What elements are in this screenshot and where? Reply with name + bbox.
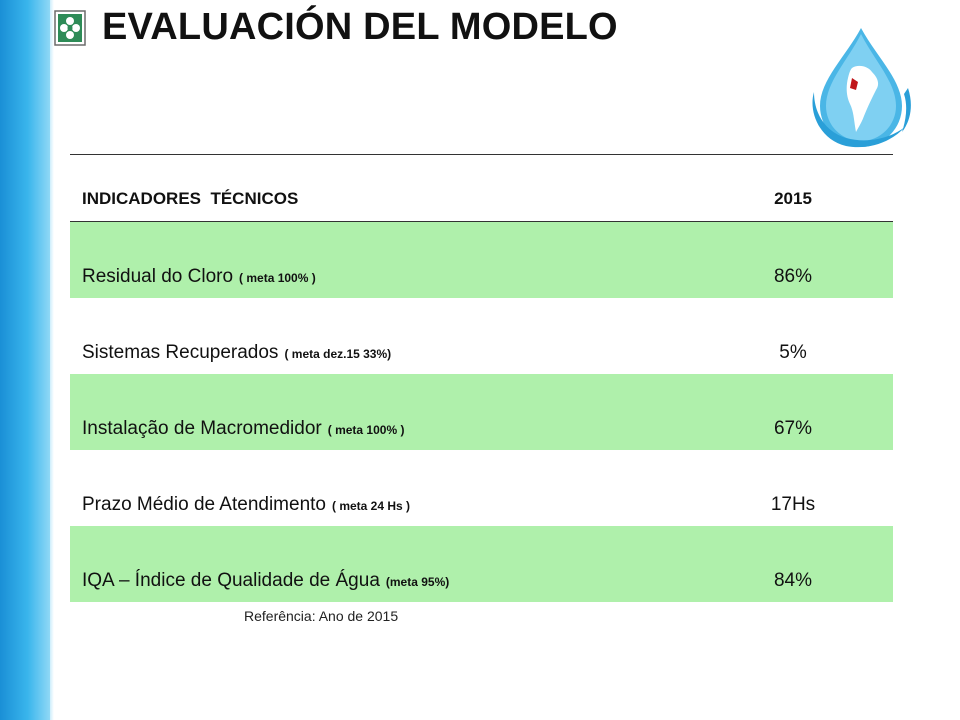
indicator-label: Prazo Médio de Atendimento [82,494,326,515]
indicator-meta: ( meta 100% ) [239,271,316,285]
header-indicators: INDICADORES TÉCNICOS [70,176,693,222]
row-label-cell: Residual do Cloro ( meta 100% ) [70,221,693,298]
page-title: EVALUACIÓN DEL MODELO [102,6,618,48]
indicator-value: 67% [693,374,893,450]
indicator-meta: ( meta dez.15 33%) [284,347,392,361]
header-year: 2015 [693,176,893,222]
indicator-value: 17Hs [770,494,816,515]
indicator-meta: (meta 95%) [385,575,450,589]
indicator-label: Instalação de Macromedidor [82,418,322,439]
indicator-value: 5% [779,342,807,363]
indicator-label: IQA – Índice de Qualidade de Água [82,570,380,591]
table-row: Residual do Cloro ( meta 100% ) 86% [70,221,893,298]
clover-emblem-icon [54,10,86,46]
row-label-cell: Instalação de Macromedidor ( meta 100% ) [70,374,693,450]
row-label-cell: Sistemas Recuperados ( meta dez.15 33%) [70,298,693,374]
indicator-label: Residual do Cloro [82,266,234,287]
indicator-label: Sistemas Recuperados [82,342,279,363]
reference-note: Referência: Ano de 2015 [244,608,399,624]
indicator-value: 86% [693,221,893,298]
row-label-cell: IQA – Índice de Qualidade de Água (meta 9… [70,526,693,602]
indicator-value: 84% [693,526,893,602]
row-label-cell: Prazo Médio de Atendimento ( meta 24 Hs ) [70,450,693,526]
indicator-meta: ( meta 100% ) [327,423,405,437]
left-decorative-band [0,0,50,720]
indicator-meta: ( meta 24 Hs ) [332,499,411,513]
indicators-table: INDICADORES TÉCNICOS 2015 Residual do Cl… [70,176,893,602]
title-divider [70,154,893,155]
left-band-edge [50,0,54,720]
water-drop-globe-logo [812,28,911,148]
table-row: Prazo Médio de Atendimento ( meta 24 Hs )… [70,450,893,526]
table-row: Instalação de Macromedidor( meta 100% ) … [70,374,893,450]
table-row: Sistemas Recuperados ( meta dez.15 33%) 5… [70,298,893,374]
table-row: IQA – Índice de Qualidade de Água (meta 9… [70,526,893,602]
table-header-row: INDICADORES TÉCNICOS 2015 [70,176,893,222]
